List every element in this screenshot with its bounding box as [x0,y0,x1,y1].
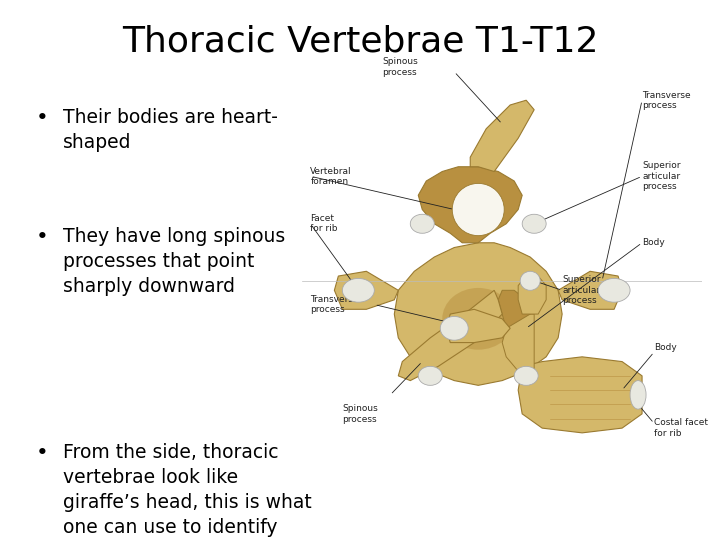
Ellipse shape [514,366,538,386]
Text: Costal facet
for rib: Costal facet for rib [654,418,708,438]
Polygon shape [470,100,534,172]
Polygon shape [446,309,510,342]
Text: Body: Body [642,238,665,247]
Polygon shape [518,357,642,433]
Ellipse shape [452,184,504,235]
Ellipse shape [520,271,540,291]
Text: Superior
articular
process: Superior articular process [562,275,600,305]
Ellipse shape [630,381,646,409]
Polygon shape [518,276,546,314]
Ellipse shape [598,279,630,302]
Ellipse shape [418,366,442,386]
Ellipse shape [522,214,546,233]
Text: Transverse
process: Transverse process [642,91,690,110]
Text: Superior
articular
process: Superior articular process [642,161,680,191]
Polygon shape [398,291,503,381]
Text: They have long spinous
processes that point
sharply downward: They have long spinous processes that po… [63,227,286,296]
Text: Body: Body [654,343,677,352]
Text: •: • [36,227,49,247]
Ellipse shape [343,279,374,302]
Text: From the side, thoracic
vertebrae look like
giraffe’s head, this is what
one can: From the side, thoracic vertebrae look l… [63,443,312,540]
Text: •: • [36,108,49,128]
Text: Spinous
process: Spinous process [382,57,418,77]
Polygon shape [498,291,530,328]
Ellipse shape [440,316,468,340]
Text: Transverse
process: Transverse process [310,295,359,314]
Polygon shape [395,243,562,386]
Text: Vertebral
foramen: Vertebral foramen [310,166,352,186]
Text: •: • [36,443,49,463]
Ellipse shape [410,214,434,233]
Text: Spinous
process: Spinous process [343,404,378,423]
Polygon shape [334,271,398,309]
Ellipse shape [442,288,514,350]
Text: Facet
for rib: Facet for rib [310,214,338,233]
Polygon shape [418,167,522,243]
Text: Their bodies are heart-
shaped: Their bodies are heart- shaped [63,108,278,152]
Polygon shape [503,314,534,376]
Text: Thoracic Vertebrae T1-T12: Thoracic Vertebrae T1-T12 [122,24,598,58]
Polygon shape [558,271,622,309]
